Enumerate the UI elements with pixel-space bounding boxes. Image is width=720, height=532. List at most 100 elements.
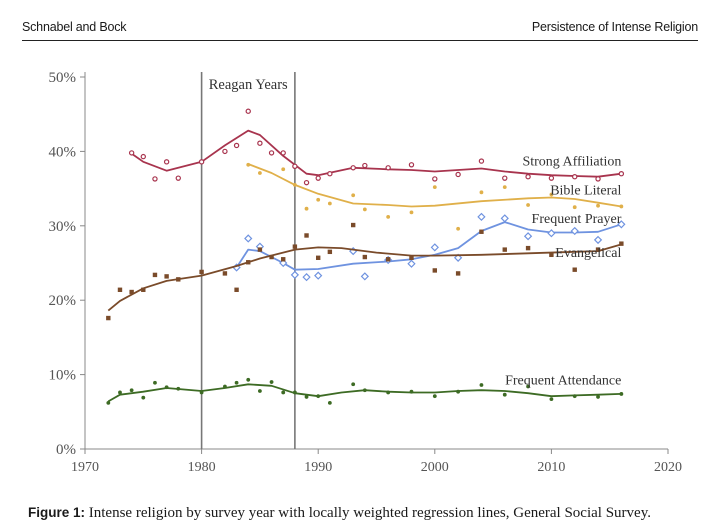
frequent-attendance-point: [316, 394, 321, 399]
frequent-attendance-point: [281, 390, 286, 395]
x-tick-label: 2000: [421, 460, 449, 475]
evangelical-point: [164, 274, 169, 279]
figure-caption-text: Intense religion by survey year with loc…: [85, 505, 651, 521]
y-tick-label: 30%: [49, 219, 77, 235]
evangelical-point: [455, 271, 461, 276]
frequent-prayer-point: [244, 234, 253, 243]
strong-affiliation-point: [385, 165, 391, 171]
evangelical-point: [106, 315, 111, 321]
strong-affiliation-point: [432, 176, 438, 182]
evangelical-trend-line: [107, 243, 622, 312]
strong-affiliation-point: [245, 108, 251, 114]
bible-literal-point: [409, 210, 414, 215]
frequent-attendance-point: [432, 394, 437, 399]
evangelical-point: [304, 233, 309, 238]
evangelical-point: [385, 257, 391, 262]
frequent-attendance-point: [596, 395, 600, 399]
strong-affiliation-point: [548, 175, 555, 181]
strong-affiliation-point: [502, 175, 508, 181]
y-tick-label: 50%: [49, 70, 77, 86]
x-tick-label: 1970: [71, 460, 99, 475]
figure-caption-label: Figure 1:: [28, 505, 86, 520]
evangelical-point: [572, 267, 577, 272]
evangelical-point: [199, 269, 204, 275]
bible-literal-point: [502, 185, 507, 190]
evangelical-point: [281, 257, 286, 262]
bible-literal-point: [316, 197, 321, 202]
evangelical-point: [176, 277, 181, 282]
frequent-prayer-point: [570, 226, 579, 236]
bible-literal-point: [549, 192, 554, 197]
evangelical-point: [257, 247, 263, 252]
strong-affiliation-point: [478, 158, 485, 164]
series-evangelical: Evangelical: [106, 222, 624, 321]
evangelical-point: [525, 245, 531, 251]
bible-literal-point: [258, 171, 262, 175]
evangelical-point: [246, 260, 251, 265]
evangelical-point: [292, 244, 298, 249]
strong-affiliation-point: [222, 148, 228, 155]
frequent-attendance-point: [572, 394, 577, 399]
bible-literal-point: [596, 203, 600, 208]
frequent-prayer-point: [360, 272, 369, 281]
bible-literal-point: [281, 167, 286, 172]
bible-literal-point: [479, 190, 484, 195]
frequent-prayer-trend-line: [235, 221, 622, 271]
frequent-prayer-series-label: Frequent Prayer: [532, 212, 622, 227]
frequent-attendance-point: [526, 384, 530, 389]
header-authors: Schnabel and Bock: [22, 20, 127, 34]
frequent-attendance-point: [234, 380, 239, 385]
strong-affiliation-point: [362, 162, 368, 169]
bible-literal-point: [432, 185, 437, 190]
frequent-prayer-point: [477, 212, 486, 222]
series-strong-affiliation: Strong Affiliation: [128, 108, 625, 186]
frequent-attendance-point: [479, 383, 484, 387]
y-tick-label: 20%: [49, 293, 77, 309]
strong-affiliation-point: [455, 171, 461, 178]
x-tick-label: 1980: [188, 460, 216, 475]
header-running-title: Persistence of Intense Religion: [531, 20, 698, 34]
frequent-attendance-series-label: Frequent Attendance: [505, 373, 621, 388]
evangelical-point: [327, 249, 333, 255]
evangelical-point: [479, 229, 484, 234]
strong-affiliation-point: [292, 163, 298, 169]
strong-affiliation-point: [175, 175, 181, 181]
strong-affiliation-point: [618, 171, 625, 177]
frequent-prayer-point: [430, 243, 439, 252]
strong-affiliation-series-label: Strong Affiliation: [522, 155, 621, 170]
strong-affiliation-point: [152, 176, 158, 182]
evangelical-series-label: Evangelical: [555, 246, 621, 261]
frequent-prayer-point: [523, 232, 533, 241]
strong-affiliation-point: [327, 171, 333, 177]
bible-literal-point: [351, 193, 356, 198]
frequent-attendance-point: [176, 386, 181, 391]
evangelical-point: [117, 287, 123, 292]
evangelical-point: [269, 254, 274, 260]
bible-literal-point: [246, 162, 251, 167]
frequent-attendance-point: [304, 395, 309, 399]
evangelical-point: [432, 268, 437, 273]
x-tick-label: 2010: [537, 460, 565, 475]
page-header: Schnabel and Bock Persistence of Intense…: [22, 20, 698, 41]
evangelical-point: [316, 255, 321, 260]
evangelical-point: [350, 222, 356, 228]
frequent-prayer-point: [500, 214, 509, 223]
frequent-attendance-point: [269, 380, 274, 384]
frequent-attendance-point: [118, 390, 122, 395]
x-tick-label: 2020: [654, 460, 682, 475]
strong-affiliation-point: [140, 153, 146, 160]
frequent-attendance-point: [502, 392, 507, 397]
frequent-prayer-point: [453, 253, 463, 262]
frequent-attendance-point: [456, 389, 461, 394]
frequent-prayer-point: [593, 235, 603, 245]
frequent-attendance-point: [164, 385, 169, 390]
strong-affiliation-point: [198, 159, 205, 165]
strong-affiliation-point: [595, 176, 601, 182]
frequent-attendance-point: [141, 395, 146, 400]
y-tick-label: 40%: [49, 144, 77, 160]
bible-literal-point: [572, 205, 577, 210]
frequent-attendance-point: [258, 389, 262, 393]
frequent-attendance-point: [106, 400, 111, 405]
bible-literal-point: [362, 207, 367, 212]
bible-literal-point: [456, 226, 461, 231]
